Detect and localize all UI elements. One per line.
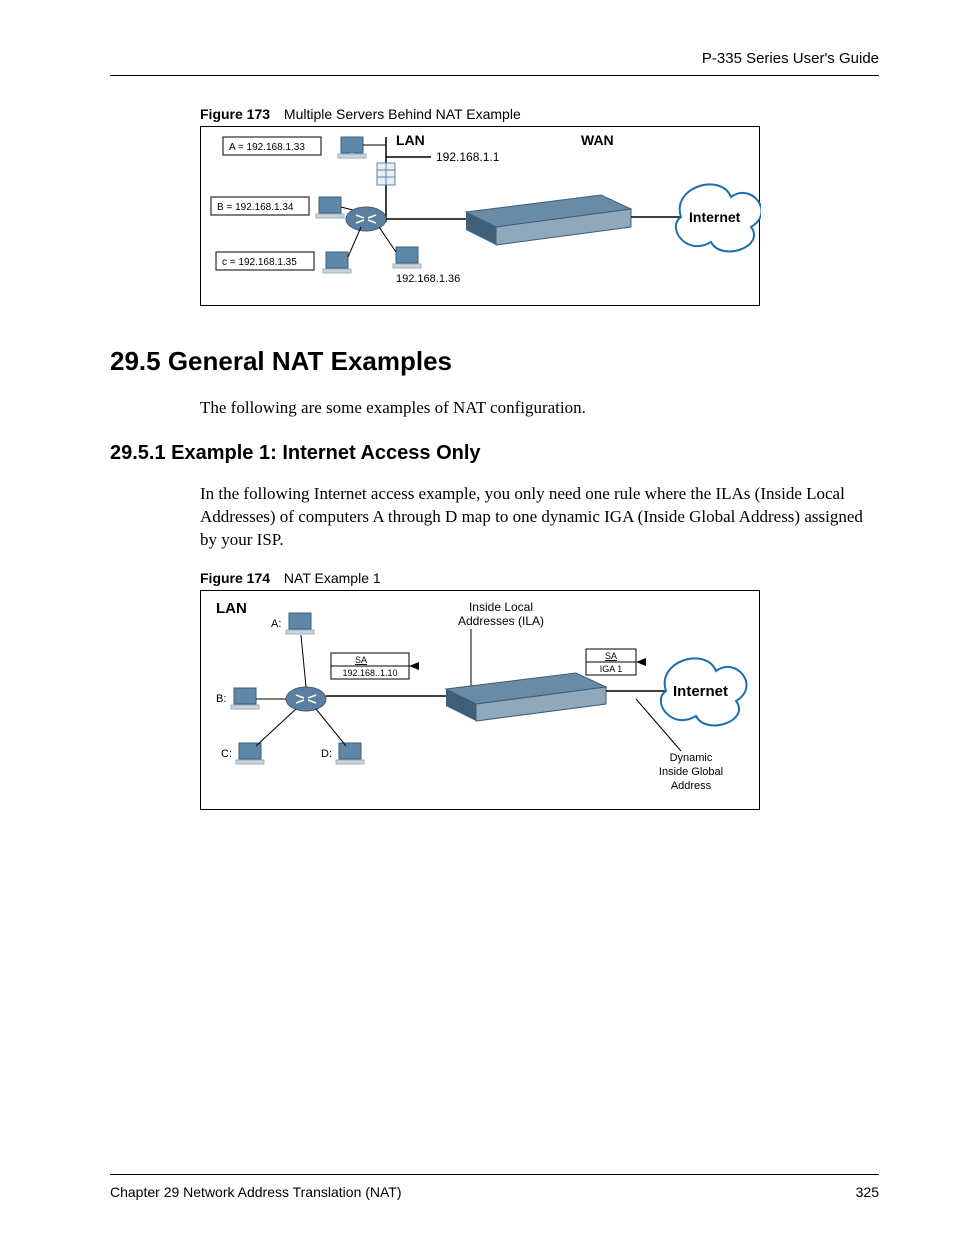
sa1-tag: SA 192.168..1.10 xyxy=(331,653,419,679)
figure-173-svg: LAN WAN 192.168.1.1 A = 192.168.1.33 xyxy=(201,127,761,307)
guide-title: P-335 Series User's Guide xyxy=(702,50,879,67)
page-header: P-335 Series User's Guide xyxy=(110,50,879,75)
host-b-icon-174 xyxy=(231,688,259,709)
dyn-label-2: Inside Global xyxy=(659,766,723,778)
page-container: P-335 Series User's Guide Figure 173 Mul… xyxy=(0,0,954,1235)
host-b-label: B = 192.168.1.34 xyxy=(217,202,294,213)
host-c-icon-174 xyxy=(236,743,264,764)
modem-icon xyxy=(466,195,631,245)
sa2-tag: SA IGA 1 xyxy=(586,649,646,675)
figure-173-caption: Figure 173 Multiple Servers Behind NAT E… xyxy=(200,106,879,122)
sa1-label: SA xyxy=(355,655,367,665)
router-icon-174 xyxy=(286,687,326,711)
a-router-line xyxy=(301,635,306,687)
host-b-174: B: xyxy=(216,693,226,705)
footer-chapter: Chapter 29 Network Address Translation (… xyxy=(110,1184,402,1200)
host-a-174: A: xyxy=(271,618,281,630)
host-c-label: c = 192.168.1.35 xyxy=(222,257,297,268)
host-c-174: C: xyxy=(221,748,232,760)
host-d-icon xyxy=(379,227,421,268)
internet-cloud: Internet xyxy=(676,184,761,251)
sa2-label: SA xyxy=(605,651,617,661)
d-router-line xyxy=(316,709,346,746)
section-29-5-heading: 29.5 General NAT Examples xyxy=(110,346,879,377)
page-footer: Chapter 29 Network Address Translation (… xyxy=(110,1184,879,1200)
host-a-icon xyxy=(338,137,386,158)
host-c-icon xyxy=(323,227,361,273)
c-router-line xyxy=(256,709,296,746)
section-29-5-1-heading: 29.5.1 Example 1: Internet Access Only xyxy=(110,442,879,465)
header-rule xyxy=(110,75,879,76)
sa1-ip: 192.168..1.10 xyxy=(342,668,397,678)
sa2-iga: IGA 1 xyxy=(600,664,623,674)
lan-label-174: LAN xyxy=(216,600,247,617)
internet-label: Internet xyxy=(689,209,741,225)
internet-cloud-174: Internet xyxy=(661,658,747,725)
figure-174-number: Figure 174 xyxy=(200,570,270,586)
ila-label-1: Inside Local xyxy=(469,600,533,614)
section-29-5-intro: The following are some examples of NAT c… xyxy=(200,397,879,420)
wan-label: WAN xyxy=(581,132,614,148)
footer-rule xyxy=(110,1174,879,1175)
figure-173-title: Multiple Servers Behind NAT Example xyxy=(284,106,521,122)
dyn-label-1: Dynamic xyxy=(670,752,713,764)
figure-174-diagram: LAN Inside Local Addresses (ILA) A: B: C… xyxy=(200,590,760,810)
figure-173-number: Figure 173 xyxy=(200,106,270,122)
firewall-icon xyxy=(377,163,395,185)
router-icon xyxy=(346,207,386,231)
figure-174-title: NAT Example 1 xyxy=(284,570,381,586)
figure-173-diagram: LAN WAN 192.168.1.1 A = 192.168.1.33 xyxy=(200,126,760,306)
footer-page-number: 325 xyxy=(856,1184,879,1200)
modem-icon-174 xyxy=(446,673,606,721)
lan-label: LAN xyxy=(396,132,425,148)
host-d-174: D: xyxy=(321,748,332,760)
host-d-ip: 192.168.1.36 xyxy=(396,273,460,285)
host-d-icon-174 xyxy=(336,743,364,764)
figure-174-svg: LAN Inside Local Addresses (ILA) A: B: C… xyxy=(201,591,761,811)
host-a-label: A = 192.168.1.33 xyxy=(229,142,305,153)
dyn-label-3: Address xyxy=(671,780,712,792)
gateway-ip: 192.168.1.1 xyxy=(436,150,500,164)
host-a-icon-174 xyxy=(286,613,314,634)
figure-174-caption: Figure 174 NAT Example 1 xyxy=(200,570,879,586)
internet-label-174: Internet xyxy=(673,683,728,700)
ila-label-2: Addresses (ILA) xyxy=(458,614,544,628)
section-29-5-1-para: In the following Internet access example… xyxy=(200,483,879,552)
